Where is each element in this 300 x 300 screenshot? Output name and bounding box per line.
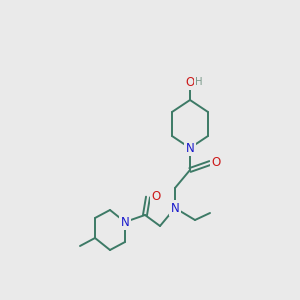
- Text: H: H: [195, 77, 202, 87]
- Text: N: N: [121, 215, 129, 229]
- Text: N: N: [186, 142, 194, 154]
- Text: N: N: [171, 202, 179, 214]
- Text: O: O: [152, 190, 160, 203]
- Text: O: O: [212, 157, 220, 169]
- Text: O: O: [185, 76, 195, 88]
